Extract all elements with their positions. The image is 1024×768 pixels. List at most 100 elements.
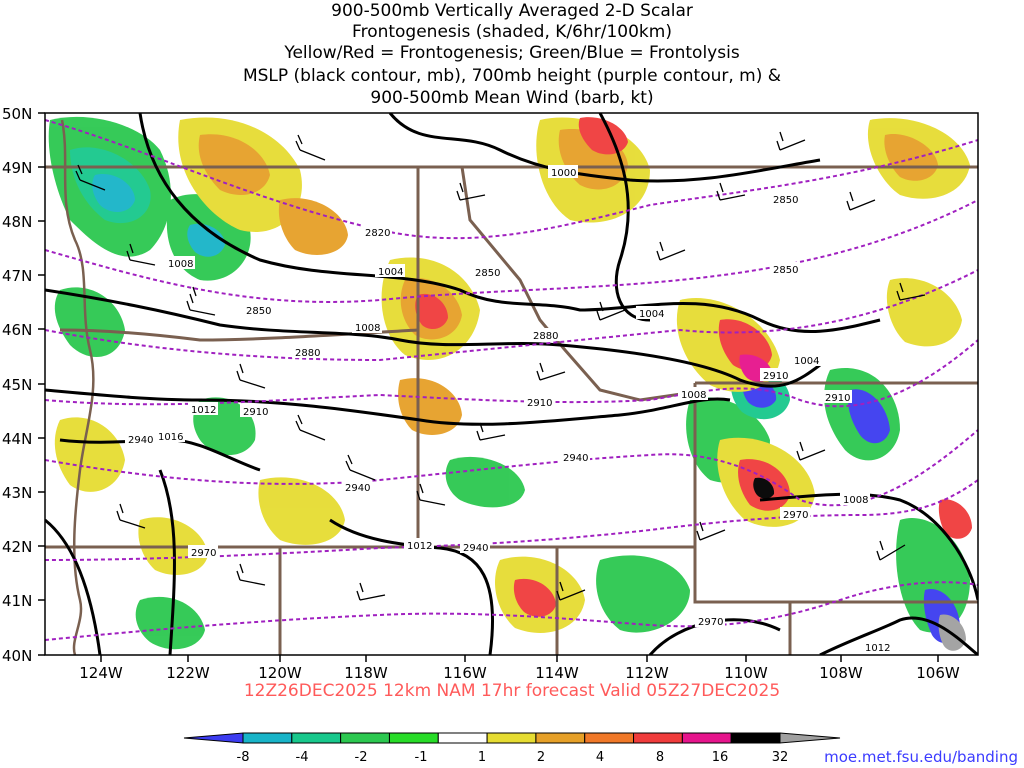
mslp-label: 1008 [168,259,193,270]
lat-label: 50N [2,105,32,123]
title-line-2: Frontogenesis (shaded, K/6hr/100km) [352,22,672,42]
mslp-label: 1012 [191,405,216,416]
frontolysis-region [135,596,205,650]
frontogenesis-region [258,477,345,545]
mslp-label: 1012 [407,541,432,552]
height-label: 2940 [563,453,588,464]
height-label: 2880 [533,331,558,342]
frontogenesis-region [884,134,938,181]
lat-label: 43N [2,484,32,502]
lon-label: 110W [724,664,768,682]
lon-axis: 124W 122W 120W 118W 116W 114W 112W 110W … [79,655,960,682]
frontogenesis-region [278,198,348,255]
title-line-4: MSLP (black contour, mb), 700mb height (… [242,66,782,86]
colorbar-tick-label: 1 [478,750,486,765]
height-label: 2940 [463,543,488,554]
height-label: 2850 [773,195,798,206]
lat-label: 46N [2,321,32,339]
height-contours [45,119,978,641]
lat-label: 44N [2,430,32,448]
lat-label: 48N [2,213,32,231]
colorbar-right-arrow [779,732,841,744]
frontogenesis-region [415,293,448,330]
colorbar-tick-label: 2 [537,750,545,765]
height-label: 2940 [345,483,370,494]
lat-label: 47N [2,267,32,285]
lat-label: 49N [2,159,32,177]
colorbar-cell [730,732,781,744]
map-plot-area: 1000 1004 1004 1004 1008 1008 1008 1008 … [45,113,978,655]
colorbar-left-arrow [183,732,244,744]
wind-barbs [75,131,926,601]
mslp-label: 1008 [843,495,868,506]
colorbar-tick-label: 4 [596,750,604,765]
lat-axis: 50N 49N 48N 47N 46N 45N 44N 43N 42N 41N … [2,105,45,665]
colorbar-tick-label: -8 [237,750,250,765]
frontogenesis-region [753,477,775,499]
colorbar-cell [535,732,586,744]
lon-label: 114W [535,664,579,682]
lat-label: 40N [2,647,32,665]
title-line-1: 900-500mb Vertically Averaged 2-D Scalar [331,1,693,21]
colorbar-tick-label: 32 [772,750,789,765]
frontogenesis-region [513,578,556,617]
height-label: 2850 [246,306,271,317]
height-label: 2850 [475,268,500,279]
colorbar-cell [242,732,293,744]
height-label: 2940 [128,435,153,446]
title-line-3: Yellow/Red = Frontogenesis; Green/Blue =… [284,43,740,63]
height-label: 2910 [763,371,788,382]
frontolysis-region [445,456,525,508]
colorbar-cell [681,732,732,744]
lon-label: 108W [819,664,863,682]
colorbar-tick-label: -4 [296,750,309,765]
colorbar-cell [584,732,635,744]
frontogenesis-region [886,278,962,347]
colorbar-cell [291,732,342,744]
frontogenesis-shading [48,116,972,651]
colorbar-cell [437,732,488,744]
height-label: 2970 [191,548,216,559]
mslp-label: 1012 [865,643,890,654]
frontolysis-region [848,389,890,444]
colorbar-cell [486,732,537,744]
colorbar: -8 -4 -2 -1 1 2 4 8 16 32 [183,732,841,765]
mslp-label: 1004 [378,267,403,278]
mslp-label-group: 1000 1004 1004 1004 1008 1008 1008 1008 … [155,165,892,654]
height-label-group: 2820 2850 2850 2850 2850 2880 2880 2910 … [125,192,852,628]
frontogenesis-region [198,134,270,195]
height-label: 2970 [698,617,723,628]
frontolysis-region [596,555,690,633]
lon-label: 118W [344,664,388,682]
frontogenesis-region [398,378,462,435]
lon-label: 116W [443,664,487,682]
colorbar-tick-label: -2 [355,750,368,765]
colorbar-cell [633,732,683,744]
colorbar-cell [388,732,439,744]
height-label: 2850 [773,265,798,276]
frontolysis-region [54,287,125,357]
mslp-label: 1004 [639,309,664,320]
source-credit: moe.met.fsu.edu/banding [824,748,1018,766]
mslp-label: 1004 [794,356,819,367]
lon-label: 112W [625,664,669,682]
lat-label: 42N [2,538,32,556]
colorbar-cell [340,732,390,744]
height-label: 2880 [295,348,320,359]
lat-label: 45N [2,376,32,394]
mslp-label: 1008 [355,323,380,334]
mslp-label: 1016 [158,432,183,443]
lon-label: 122W [166,664,210,682]
lon-label: 120W [258,664,302,682]
mslp-label: 1008 [681,390,706,401]
height-label: 2910 [825,393,850,404]
frontolysis-region [92,174,135,212]
title-line-5: 900-500mb Mean Wind (barb, kt) [370,88,654,108]
frontolysis-region [187,223,225,257]
lat-label: 41N [2,592,32,610]
frontogenesis-region [938,499,972,539]
colorbar-tick-label: 8 [656,750,664,765]
forecast-valid-time: 12Z26DEC2025 12km NAM 17hr forecast Vali… [243,681,781,701]
height-label: 2910 [527,398,552,409]
colorbar-tick-label: 16 [712,750,729,765]
